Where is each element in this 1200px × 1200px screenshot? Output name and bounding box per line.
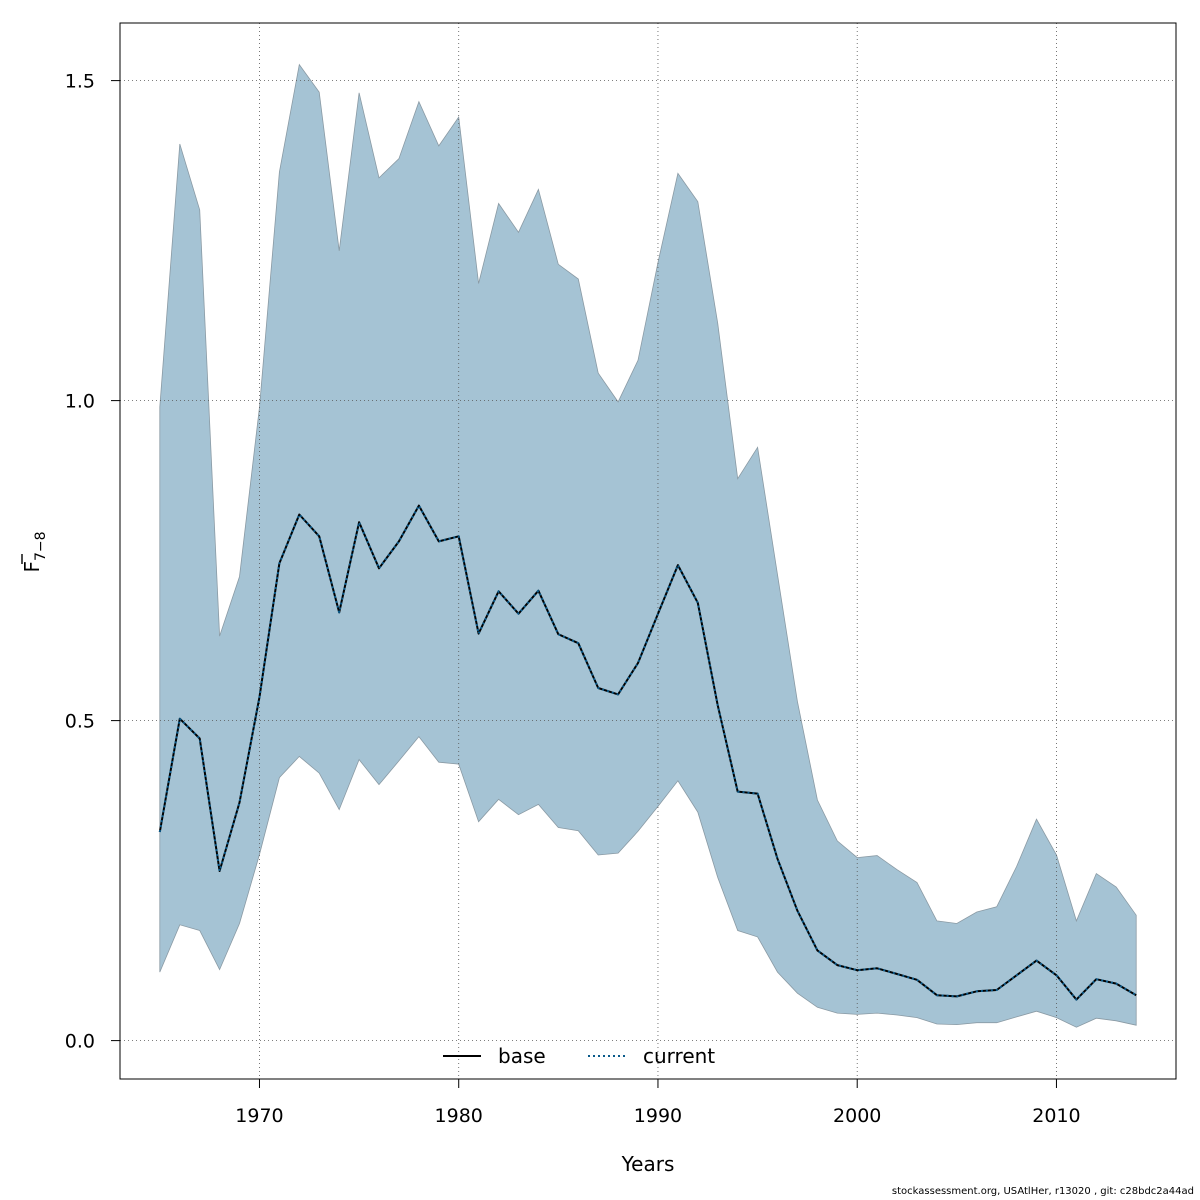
y-axis-title-main: F <box>20 561 44 573</box>
series-line-layer <box>158 504 1137 1001</box>
footer-note: stockassessment.org, USAtlHer, r13020 , … <box>891 1186 1194 1197</box>
x-tick-label: 1970 <box>235 1105 283 1127</box>
confidence-band-layer <box>159 63 1137 1028</box>
axis-layer: 1970 1980 1990 2000 2010 0.0 0.5 1.0 1.5 <box>65 71 1081 1127</box>
plot-frame <box>119 22 1177 1080</box>
x-axis-title: Years <box>621 1152 675 1176</box>
y-axis-title: F7−8 <box>20 531 49 572</box>
x-tick-label: 2010 <box>1032 1105 1080 1127</box>
legend: base current <box>443 1044 715 1068</box>
y-axis-title-subscript: 7−8 <box>33 531 49 561</box>
grid-layer <box>120 23 1176 1079</box>
legend-label-current: current <box>643 1044 715 1068</box>
series-line-current <box>158 504 1137 1001</box>
x-tick-label: 1980 <box>435 1105 483 1127</box>
legend-label-base: base <box>498 1044 546 1068</box>
y-tick-label: 1.0 <box>65 391 95 413</box>
x-tick-label: 1990 <box>634 1105 682 1127</box>
x-tick-label: 2000 <box>833 1105 881 1127</box>
y-tick-label: 0.5 <box>65 711 95 733</box>
y-tick-label: 0.0 <box>65 1031 95 1053</box>
y-tick-label: 1.5 <box>65 71 95 93</box>
confidence-band <box>159 63 1137 1028</box>
svg-text:F7−8: F7−8 <box>20 531 49 572</box>
